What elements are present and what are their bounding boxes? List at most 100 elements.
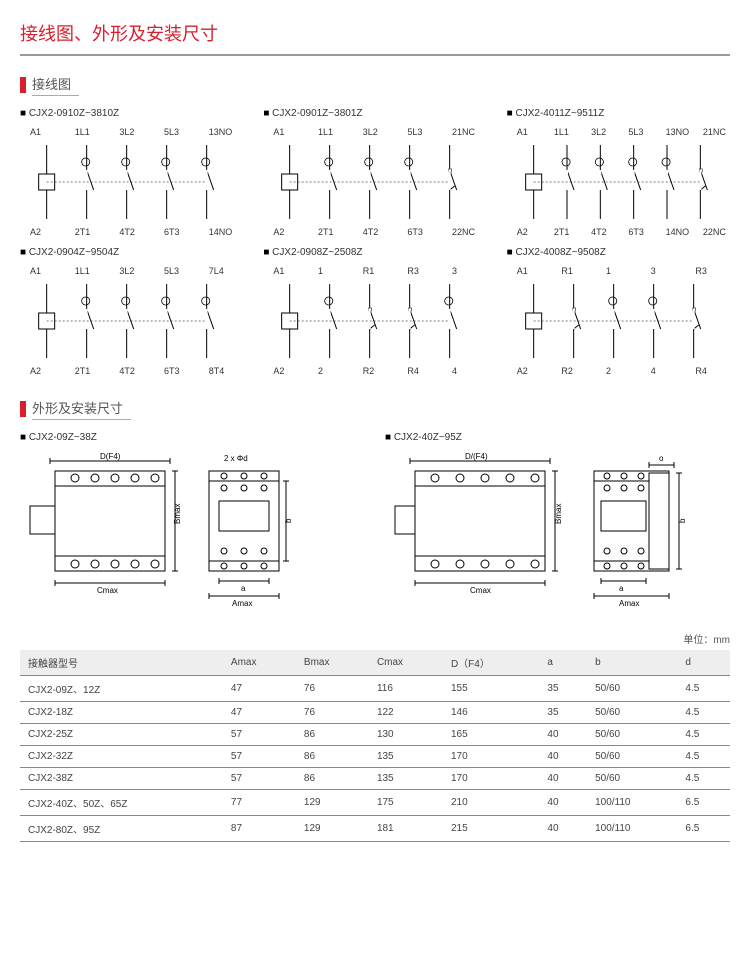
table-row: CJX2-25Z57861301654050/604.5 (20, 724, 730, 746)
outline-model-1: CJX2-09Z~38Z (20, 432, 365, 443)
wiring-model-label: CJX2-0908Z~2508Z (263, 247, 486, 258)
table-row: CJX2-80Z、95Z8712918121540100/1106.5 (20, 816, 730, 842)
terminal-label-top: 1L1 (75, 266, 90, 276)
circuit-svg-icon (507, 266, 730, 376)
svg-text:Bmax: Bmax (554, 504, 563, 524)
terminal-label-bot: 4 (452, 366, 457, 376)
circuit-svg-icon (20, 266, 243, 376)
wiring-cell: CJX2-0910Z~3810ZA1A21L12T13L24T25L36T313… (20, 108, 243, 237)
svg-text:Amax: Amax (619, 599, 639, 608)
terminal-label-top: 3L2 (119, 127, 134, 137)
table-cell: 4.5 (677, 768, 730, 790)
terminal-label-bot: A2 (273, 227, 284, 237)
terminal-label-top: 13NO (666, 127, 690, 137)
table-cell: CJX2-40Z、50Z、65Z (20, 790, 223, 816)
table-cell: 155 (443, 676, 539, 702)
terminal-label-top: 1L1 (318, 127, 333, 137)
table-header-cell: d (677, 650, 730, 676)
svg-text:o: o (659, 454, 664, 463)
terminal-label-top: 1 (606, 266, 611, 276)
terminal-label-top: 3 (651, 266, 656, 276)
table-cell: CJX2-80Z、95Z (20, 816, 223, 842)
table-cell: 135 (369, 746, 443, 768)
table-cell: 35 (539, 676, 587, 702)
terminal-label-bot: R4 (695, 366, 707, 376)
wiring-cell: CJX2-0904Z~9504ZA1A21L12T13L24T25L36T37L… (20, 247, 243, 376)
table-cell: 4.5 (677, 702, 730, 724)
terminal-label-bot: 14NO (666, 227, 690, 237)
wiring-model-label: CJX2-0904Z~9504Z (20, 247, 243, 258)
svg-text:b: b (678, 518, 687, 523)
terminal-label-top: 3L2 (119, 266, 134, 276)
side-view-1-icon: 2 x Φd b a Amax (194, 451, 304, 611)
terminal-label-bot: 22NC (703, 227, 726, 237)
table-cell: CJX2-38Z (20, 768, 223, 790)
outline-row: CJX2-09Z~38Z D(F4) Bmax Cmax (20, 432, 730, 611)
svg-text:D(F4): D(F4) (100, 452, 121, 461)
table-header-cell: Cmax (369, 650, 443, 676)
table-cell: 86 (296, 724, 369, 746)
table-header-cell: 接触器型号 (20, 650, 223, 676)
table-cell: 40 (539, 746, 587, 768)
table-cell: CJX2-32Z (20, 746, 223, 768)
terminal-label-top: A1 (30, 266, 41, 276)
terminal-label-top: A1 (517, 266, 528, 276)
svg-text:b: b (284, 518, 293, 523)
terminal-label-top: 1 (318, 266, 323, 276)
table-cell: 50/60 (587, 768, 677, 790)
terminal-label-bot: 6T3 (164, 227, 180, 237)
terminal-label-bot: A2 (517, 227, 528, 237)
circuit-svg-icon (263, 266, 486, 376)
terminal-label-top: 13NO (209, 127, 233, 137)
svg-text:D/(F4): D/(F4) (465, 452, 488, 461)
svg-text:2 x Φd: 2 x Φd (224, 454, 248, 463)
wiring-cell: CJX2-4011Z~9511ZA1A21L12T13L24T25L36T313… (507, 108, 730, 237)
terminal-label-bot: 4T2 (591, 227, 607, 237)
table-cell: 35 (539, 702, 587, 724)
terminal-label-top: A1 (273, 266, 284, 276)
terminal-label-bot: A2 (30, 227, 41, 237)
table-cell: 129 (296, 816, 369, 842)
table-cell: 215 (443, 816, 539, 842)
terminal-label-bot: 2T1 (554, 227, 570, 237)
terminal-label-top: R1 (363, 266, 375, 276)
wiring-cell: CJX2-0901Z~3801ZA1A21L12T13L24T25L36T321… (263, 108, 486, 237)
wiring-grid: CJX2-0910Z~3810ZA1A21L12T13L24T25L36T313… (20, 108, 730, 376)
table-cell: 47 (223, 702, 296, 724)
table-row: CJX2-32Z57861351704050/604.5 (20, 746, 730, 768)
section-title-outline: 外形及安装尺寸 (32, 398, 131, 420)
table-cell: 100/110 (587, 816, 677, 842)
terminal-label-bot: 4T2 (119, 227, 135, 237)
table-cell: 40 (539, 768, 587, 790)
circuit-svg-icon (20, 127, 243, 237)
terminal-label-bot: 4T2 (363, 227, 379, 237)
table-header-cell: Bmax (296, 650, 369, 676)
table-cell: 50/60 (587, 702, 677, 724)
terminal-label-top: 5L3 (164, 127, 179, 137)
table-cell: CJX2-18Z (20, 702, 223, 724)
front-view-1-icon: D(F4) Bmax Cmax (20, 451, 190, 611)
terminal-label-bot: 4 (651, 366, 656, 376)
table-cell: 116 (369, 676, 443, 702)
terminal-label-bot: 22NC (452, 227, 475, 237)
terminal-label-bot: A2 (273, 366, 284, 376)
table-cell: 40 (539, 816, 587, 842)
table-cell: 146 (443, 702, 539, 724)
side-view-2-icon: o b a Amax (579, 451, 699, 611)
table-cell: 76 (296, 702, 369, 724)
table-cell: 57 (223, 746, 296, 768)
table-cell: 181 (369, 816, 443, 842)
terminal-label-top: 21NC (703, 127, 726, 137)
table-cell: 50/60 (587, 676, 677, 702)
table-cell: 175 (369, 790, 443, 816)
table-cell: 40 (539, 790, 587, 816)
outline-col-2: CJX2-40Z~95Z D/(F4) Bmax Cmax (385, 432, 730, 611)
svg-text:a: a (619, 584, 624, 593)
terminal-label-top: R3 (695, 266, 707, 276)
table-cell: 50/60 (587, 746, 677, 768)
circuit-diagram: A1A21L12T13L24T25L36T313NO14NO (20, 127, 243, 237)
table-cell: 40 (539, 724, 587, 746)
svg-text:Cmax: Cmax (470, 586, 491, 595)
terminal-label-top: 1L1 (554, 127, 569, 137)
table-cell: 6.5 (677, 816, 730, 842)
